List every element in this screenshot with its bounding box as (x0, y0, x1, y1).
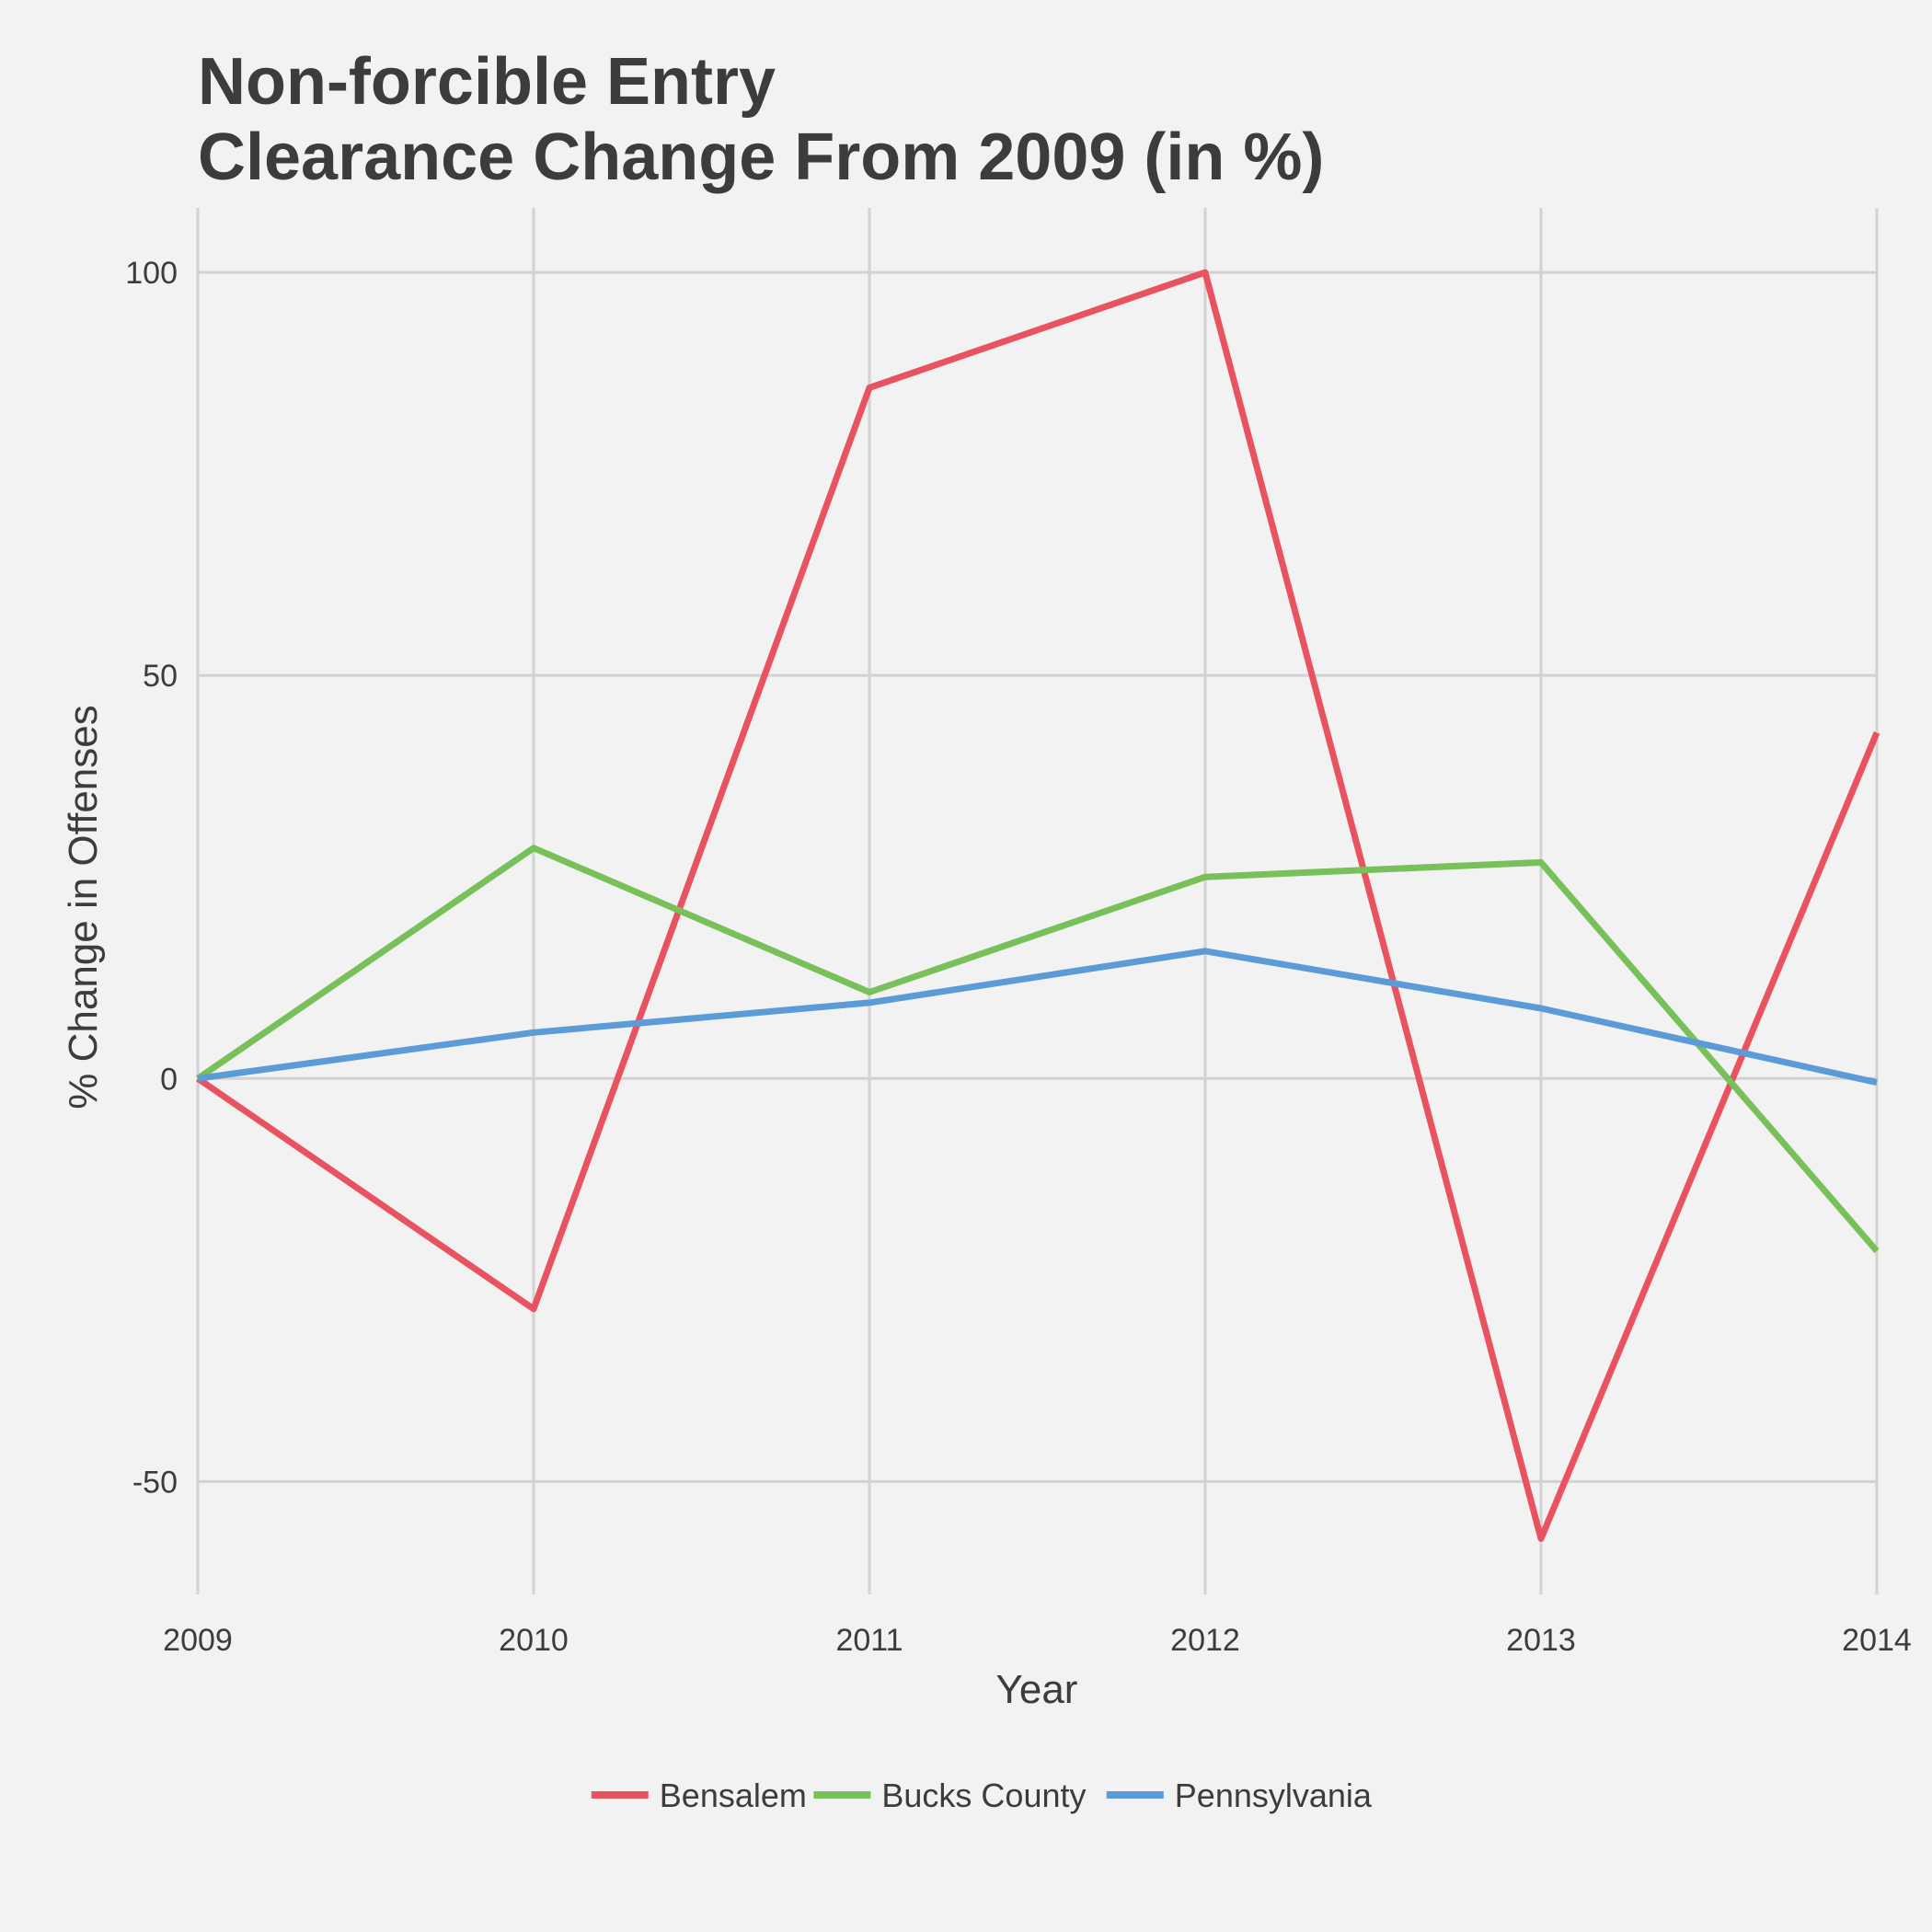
legend-label: Bensalem (660, 1777, 807, 1814)
y-axis-tick-labels: -50 0 50 100 (125, 256, 178, 1500)
series-lines (196, 269, 1880, 1542)
chart-title-line-2: Clearance Change From 2009 (in %) (198, 121, 1324, 194)
chart-title-line-1: Non-forcible Entry (198, 45, 776, 119)
gridlines (196, 208, 1879, 1594)
series-line-bensalem (196, 269, 1880, 1542)
x-axis-tick-labels: 2009 2010 2011 2012 2013 2014 (163, 1623, 1912, 1658)
series-line-pennsylvania (197, 948, 1878, 1087)
x-tick-label: 2012 (1170, 1623, 1240, 1658)
y-tick-label: -50 (132, 1465, 178, 1500)
y-axis-title: % Change in Offenses (61, 705, 106, 1109)
x-tick-label: 2011 (835, 1623, 903, 1658)
legend-label: Bucks County (881, 1777, 1086, 1814)
y-tick-label: 100 (125, 256, 178, 291)
x-tick-label: 2013 (1506, 1623, 1576, 1658)
x-tick-label: 2009 (163, 1623, 233, 1658)
x-tick-label: 2010 (499, 1623, 569, 1658)
series-line-bucks-county (196, 845, 1880, 1254)
y-tick-label: 50 (143, 659, 178, 694)
legend-label: Pennsylvania (1175, 1777, 1373, 1814)
y-tick-label: 0 (160, 1062, 178, 1097)
x-tick-label: 2014 (1842, 1623, 1912, 1658)
x-axis-title: Year (996, 1667, 1078, 1712)
legend: Bensalem Bucks County Pennsylvania (591, 1777, 1373, 1814)
